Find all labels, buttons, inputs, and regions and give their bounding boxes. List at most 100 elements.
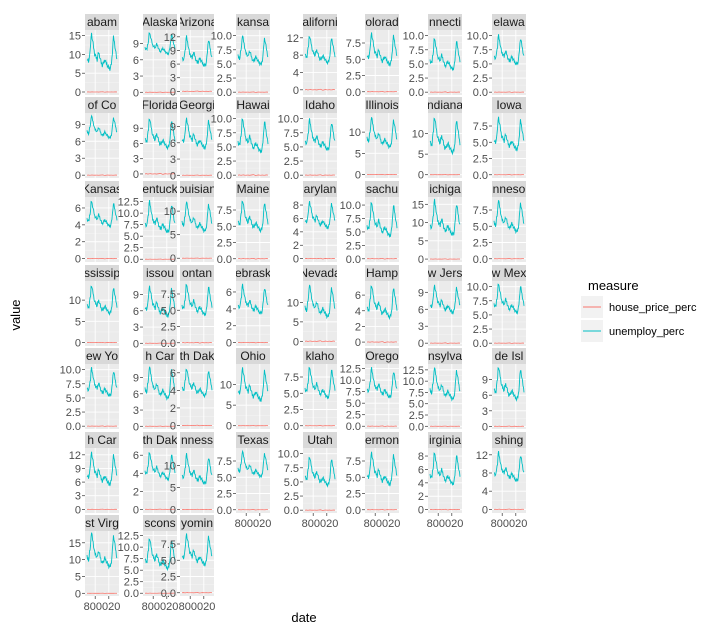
y-tick-label: 5	[170, 230, 176, 242]
y-tick-label: 5	[418, 149, 424, 161]
y-tick-label: 0	[133, 338, 139, 350]
x-tick-label: 800020	[235, 518, 272, 530]
x-tick-label: 800020	[179, 601, 216, 613]
y-tick-label: 2.5	[473, 73, 488, 85]
strip-label-new-hampshire: Hamp	[366, 266, 398, 280]
strip-label-virginia: irginia	[429, 433, 461, 447]
strip-label-hawaii: Hawai	[236, 98, 269, 112]
strip-label-mississippi: ssissip	[84, 266, 120, 280]
y-tick-label: 4	[226, 304, 232, 316]
y-tick-label: 0	[170, 420, 176, 432]
strip-label-tennessee: nness	[181, 433, 213, 447]
y-tick-label: 0.0	[473, 87, 488, 99]
y-tick-label: 4	[75, 220, 81, 232]
y-tick-label: 0	[133, 169, 139, 181]
strip-label-minnesota: nneso	[493, 182, 526, 196]
strip-label-iowa: Iowa	[496, 98, 522, 112]
y-tick-label: 8	[418, 451, 424, 463]
strip-label-rhode-island: de Isl	[495, 349, 524, 363]
y-tick-label: 7.5	[473, 121, 488, 133]
y-tick-label: 2.5	[473, 154, 488, 166]
y-tick-label: 6	[418, 464, 424, 476]
y-tick-label: 7.5	[473, 205, 488, 217]
y-tick-label: 4	[293, 67, 299, 79]
y-tick-label: 0	[170, 253, 176, 265]
strip-label-west-virginia: st Virg	[85, 516, 119, 530]
y-tick-label: 5.0	[124, 231, 139, 243]
y-tick-label: 0	[75, 170, 81, 182]
strip-label-indiana: ndiana	[427, 98, 463, 112]
y-tick-label: 7.5	[409, 45, 424, 57]
y-tick-label: 5.0	[284, 142, 299, 154]
y-tick-label: 2.5	[217, 489, 232, 501]
y-tick-label: 12.5	[340, 364, 361, 376]
y-tick-label: 7.5	[217, 205, 232, 217]
y-tick-label: 10.0	[340, 200, 361, 212]
strip-label-south-carolina: h Car	[87, 433, 116, 447]
y-tick-label: 7.5	[346, 387, 361, 399]
y-tick-label: 12	[164, 32, 176, 44]
strip-label-illinois: Illinois	[365, 98, 398, 112]
y-tick-label: 0	[133, 87, 139, 99]
y-tick-label: 0.0	[409, 421, 424, 433]
y-tick-label: 6	[482, 390, 488, 402]
y-tick-label: 10	[287, 297, 299, 309]
y-tick-label: 2.5	[409, 73, 424, 85]
strip-label-washington: shing	[495, 433, 524, 447]
y-tick-label: 5.0	[409, 59, 424, 71]
y-tick-label: 2.5	[161, 572, 176, 584]
y-tick-label: 5.0	[473, 310, 488, 322]
y-tick-label: 0.0	[284, 170, 299, 182]
y-tick-label: 0	[418, 505, 424, 517]
y-tick-label: 7.5	[284, 128, 299, 140]
y-tick-label: 9	[170, 45, 176, 57]
y-tick-label: 5.0	[217, 142, 232, 154]
y-tick-label: 10	[69, 49, 81, 61]
y-tick-label: 0.0	[217, 254, 232, 266]
x-tick-label: 800020	[364, 518, 401, 530]
y-tick-label: 3	[133, 405, 139, 417]
strip-label-maine: Maine	[237, 182, 270, 196]
strip-label-alabama: abam	[87, 15, 117, 29]
y-tick-label: 5.0	[346, 227, 361, 239]
legend-label-unemploy-perc: unemploy_perc	[609, 326, 685, 338]
y-tick-label: 2	[226, 321, 232, 333]
y-tick-label: 9	[482, 375, 488, 387]
y-tick-label: 15	[69, 538, 81, 550]
y-tick-label: 5	[293, 317, 299, 329]
y-tick-label: 2.5	[284, 156, 299, 168]
y-tick-label: 2.5	[346, 410, 361, 422]
y-tick-label: 6	[133, 450, 139, 462]
strip-label-kentucky: entuck	[142, 182, 178, 196]
y-tick-label: 12	[287, 33, 299, 45]
y-tick-label: 10	[349, 127, 361, 139]
y-tick-label: 7.5	[161, 289, 176, 301]
y-tick-label: 10	[164, 206, 176, 218]
y-tick-label: 0.0	[124, 254, 139, 266]
strip-label-kansas: Kansas	[82, 182, 122, 196]
y-tick-label: 3	[482, 406, 488, 418]
y-tick-label: 2.5	[217, 238, 232, 250]
y-tick-label: 0	[418, 170, 424, 182]
y-tick-label: 5	[226, 400, 232, 412]
y-tick-label: 7.5	[346, 38, 361, 50]
y-tick-label: 0	[170, 86, 176, 98]
y-tick-label: 12	[476, 450, 488, 462]
y-tick-label: 2.5	[161, 322, 176, 334]
legend-label-house-price-perc: house_price_perc	[609, 302, 697, 314]
y-tick-label: 5.0	[217, 472, 232, 484]
y-tick-label: 10	[69, 295, 81, 307]
y-tick-label: 6	[133, 138, 139, 150]
y-tick-label: 4	[418, 478, 424, 490]
y-tick-label: 5	[75, 316, 81, 328]
y-tick-label: 5.0	[284, 388, 299, 400]
strip-label-new-mexico: w Mex	[491, 266, 527, 280]
y-tick-label: 7.5	[217, 456, 232, 468]
y-tick-label: 0	[75, 504, 81, 516]
y-tick-label: 5.0	[346, 472, 361, 484]
y-tick-label: 0.0	[284, 505, 299, 517]
strip-label-montana: ontan	[182, 266, 212, 280]
y-tick-label: 6	[133, 389, 139, 401]
strip-label-nevada: Nevada	[299, 266, 341, 280]
y-tick-label: 2.5	[217, 73, 232, 85]
